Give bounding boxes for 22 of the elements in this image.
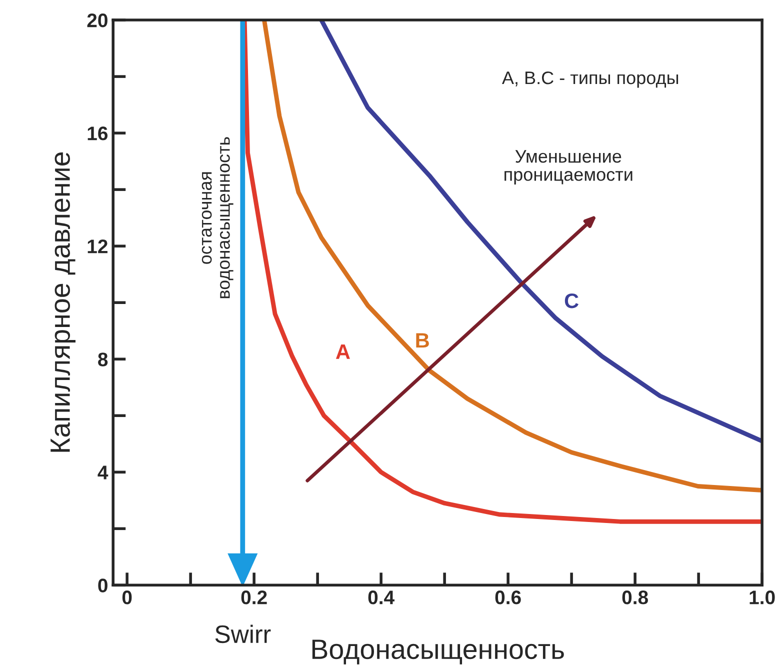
annotation: остаточная водонасыщенность	[202, 137, 234, 298]
x-tick-label: 0.2	[241, 590, 267, 604]
line-series	[319, 20, 762, 444]
x-tick-label: 0.4	[368, 590, 394, 604]
series-label: C	[564, 293, 579, 308]
x-tick-label: 1.0	[750, 590, 775, 604]
annotation: A, B.C - типы породы	[502, 71, 678, 88]
annotation: Уменьшение проницаемости	[504, 150, 632, 184]
y-tick-label: 0	[98, 578, 108, 592]
x-axis-title: Водонасыщенность	[312, 640, 564, 664]
x-tick-label: 0.6	[495, 590, 521, 604]
y-tick-label: 16	[88, 126, 108, 140]
series-label: B	[416, 333, 429, 348]
y-tick-label: 12	[88, 240, 108, 254]
y-tick-label: 20	[87, 14, 108, 28]
y-axis-title: Капиллярное давление	[50, 152, 76, 452]
y-tick-label: 8	[98, 352, 108, 366]
series-label: A	[336, 344, 350, 359]
x-tick-label: 0	[122, 590, 132, 604]
ref-line-label: Swirr	[215, 624, 271, 644]
x-tick-label: 0.8	[622, 590, 648, 604]
y-tick-label: 4	[98, 466, 108, 480]
